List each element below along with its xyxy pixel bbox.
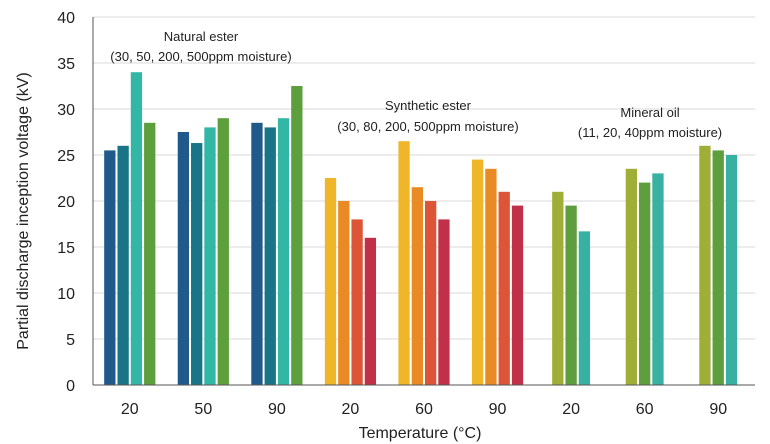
x-tick-label: 20	[121, 401, 139, 418]
gridlines	[93, 16, 755, 340]
bar	[217, 118, 229, 385]
x-tick-label: 90	[268, 401, 286, 418]
bar	[117, 145, 129, 385]
bar	[291, 86, 303, 385]
x-tick-label: 90	[709, 401, 727, 418]
y-tick-labels: 0 5 10 15 20 25 30 35 40	[57, 10, 75, 395]
bar	[177, 132, 190, 385]
annotation-subtitle: (11, 20, 40ppm moisture)	[578, 125, 722, 140]
y-tick-label: 15	[57, 240, 75, 257]
annotation-title: Mineral oil	[620, 105, 679, 120]
bar	[411, 187, 423, 385]
x-tick-labels: 20 50 90 20 60 90 20 60 90	[121, 401, 727, 418]
bar	[498, 191, 510, 385]
y-tick-label: 40	[57, 10, 75, 27]
x-tick-label: 20	[342, 401, 360, 418]
annotation-subtitle: (30, 50, 200, 500ppm moisture)	[110, 49, 291, 64]
bar	[144, 122, 156, 386]
y-tick-label: 0	[66, 378, 75, 395]
x-axis-title: Temperature (°C)	[359, 425, 482, 442]
bar	[652, 173, 664, 385]
annotations: Natural ester (30, 50, 200, 500ppm moistu…	[110, 29, 722, 140]
bar	[104, 150, 116, 385]
y-tick-label: 30	[57, 102, 75, 119]
annotation-title: Synthetic ester	[385, 98, 472, 113]
x-tick-label: 90	[489, 401, 507, 418]
annotation-subtitle: (30, 80, 200, 500ppm moisture)	[337, 119, 518, 134]
bars	[104, 72, 738, 386]
bar	[264, 127, 276, 386]
bar	[204, 127, 216, 386]
bar	[578, 231, 591, 385]
bar	[191, 143, 203, 385]
bar	[251, 122, 263, 386]
y-tick-label: 25	[57, 148, 75, 165]
bar	[364, 237, 377, 385]
bar	[471, 159, 484, 385]
y-tick-label: 10	[57, 286, 75, 303]
y-tick-label: 20	[57, 194, 75, 211]
bar	[565, 205, 577, 385]
annotation-title: Natural ester	[164, 29, 239, 44]
bar	[130, 72, 143, 385]
x-tick-label: 20	[562, 401, 580, 418]
x-tick-label: 60	[636, 401, 654, 418]
bar	[351, 219, 363, 385]
bar	[552, 191, 564, 385]
bar	[398, 141, 410, 385]
bar	[324, 178, 337, 385]
bar	[485, 168, 497, 385]
x-tick-label: 50	[194, 401, 212, 418]
bar	[625, 168, 638, 385]
bar	[277, 118, 290, 385]
y-tick-label: 35	[57, 56, 75, 73]
bar	[438, 219, 450, 385]
axes	[92, 17, 755, 386]
bar	[712, 150, 724, 385]
bar	[425, 201, 437, 385]
y-tick-label: 5	[66, 332, 75, 349]
bar	[725, 155, 738, 385]
bar	[511, 205, 524, 385]
bar	[639, 182, 651, 385]
bar	[338, 201, 350, 385]
y-axis-title: Partial discharge inception voltage (kV)	[15, 72, 32, 349]
x-tick-label: 60	[415, 401, 433, 418]
bar	[699, 145, 711, 385]
